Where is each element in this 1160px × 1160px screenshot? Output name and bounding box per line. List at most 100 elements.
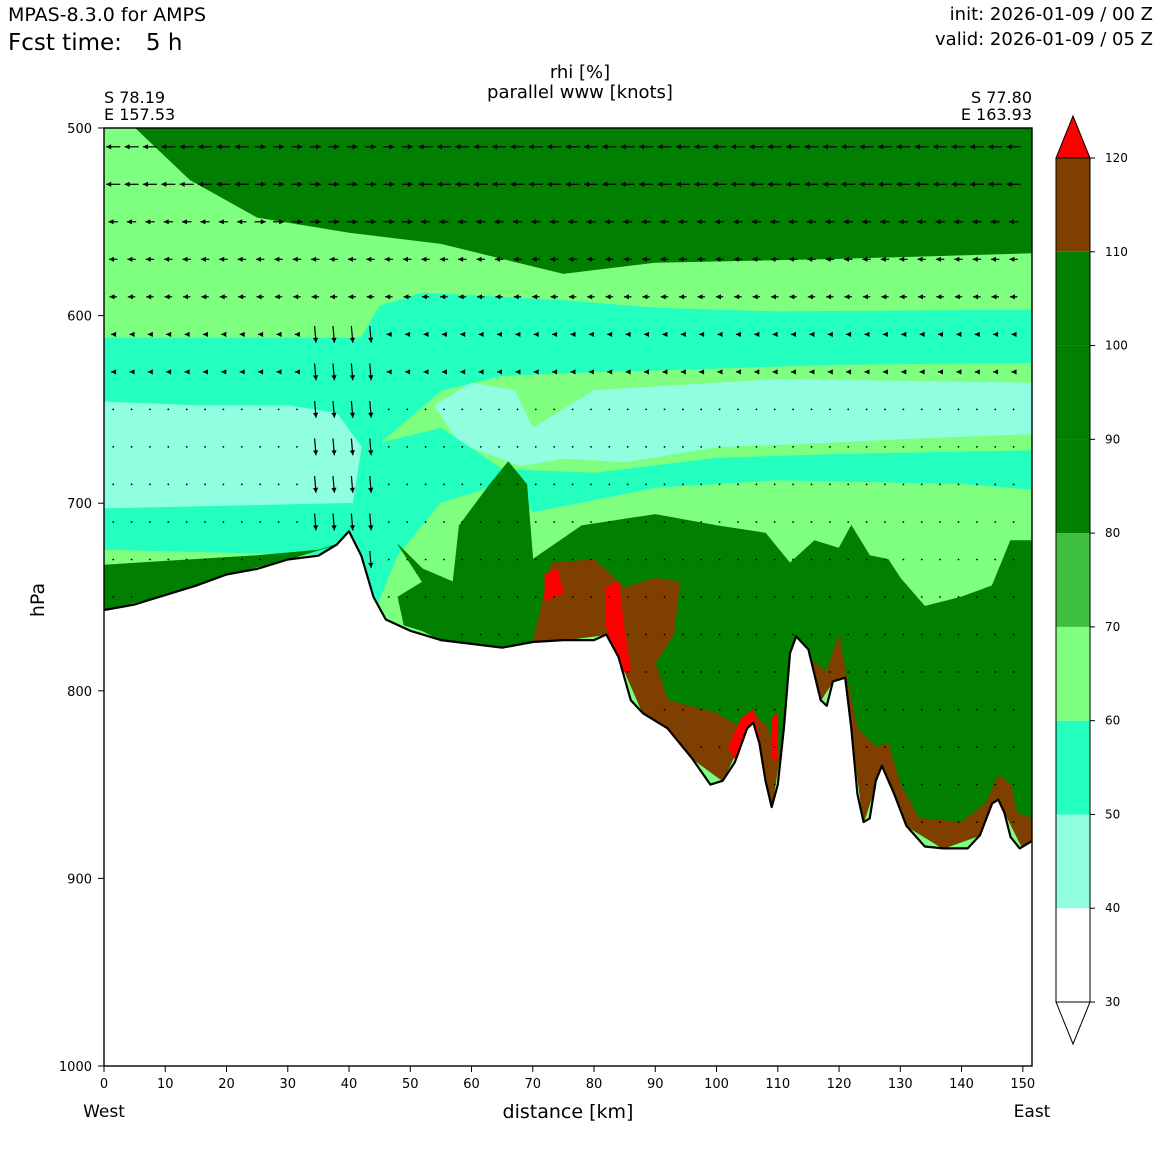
wind-arrow: [862, 294, 871, 300]
wind-arrow: [418, 181, 433, 187]
wind-arrow: [607, 331, 613, 337]
wind-arrow: [309, 181, 321, 187]
wind-arrow: [919, 331, 925, 337]
wind-arrow: [682, 708, 684, 711]
wind-arrow: [534, 558, 537, 561]
colorbar-band: [1056, 533, 1090, 627]
wind-arrow: [219, 294, 228, 300]
wind-arrow: [492, 181, 507, 187]
wind-arrow: [234, 144, 249, 150]
wind-arrow: [498, 521, 500, 523]
wind-arrow: [533, 369, 539, 375]
wind-arrow: [313, 513, 319, 531]
wind-arrow: [203, 369, 208, 375]
wind-arrow: [479, 446, 482, 448]
wind-arrow: [829, 671, 831, 673]
wind-arrow: [222, 408, 225, 411]
wind-arrow: [276, 331, 282, 337]
wind-arrow: [149, 521, 151, 523]
wind-arrow: [534, 408, 537, 411]
wind-arrow: [920, 483, 923, 486]
wind-arrow: [277, 446, 280, 448]
wind-arrow: [1012, 408, 1015, 411]
wind-arrow: [626, 446, 629, 448]
wind-arrow: [663, 558, 666, 561]
wind-arrow: [498, 558, 500, 561]
x-tick-label: 20: [218, 1077, 235, 1092]
wind-arrow: [167, 446, 170, 448]
wind-arrow: [112, 558, 115, 561]
wind-arrow: [443, 521, 445, 523]
wind-arrow: [773, 746, 776, 748]
wind-arrow: [387, 483, 390, 486]
wind-arrow: [920, 596, 923, 598]
wind-arrow: [865, 521, 868, 523]
wind-arrow: [859, 144, 874, 150]
wind-arrow: [792, 558, 794, 561]
wind-arrow: [550, 256, 559, 262]
wind-arrow: [443, 596, 445, 598]
wind-arrow: [130, 483, 133, 486]
wind-arrow: [198, 144, 213, 150]
wind-arrow: [712, 181, 727, 187]
wind-arrow: [498, 446, 500, 448]
wind-arrow: [827, 369, 833, 375]
wind-arrow: [918, 294, 926, 300]
east-latitude: S 77.80: [970, 88, 1032, 107]
terrain-line: [104, 530, 1032, 850]
wind-arrow: [957, 821, 960, 823]
wind-arrow: [386, 331, 392, 337]
wind-arrow: [533, 331, 539, 337]
wind-arrow: [130, 596, 133, 598]
wind-arrow: [697, 294, 705, 300]
wind-arrow: [277, 408, 280, 411]
wind-arrow: [700, 446, 703, 448]
wind-arrow: [112, 596, 115, 598]
wind-arrow: [700, 671, 703, 673]
wind-arrow: [513, 294, 522, 300]
wind-arrow: [147, 369, 153, 375]
wind-arrow: [792, 633, 794, 636]
wind-arrow: [571, 521, 574, 523]
wind-arrow: [441, 369, 447, 375]
colorbar-frame: [1055, 157, 1091, 1003]
wind-arrow: [222, 483, 225, 486]
wind-arrow: [164, 256, 173, 262]
wind-arrow: [920, 671, 923, 673]
wind-arrow: [682, 446, 684, 448]
wind-arrow: [461, 446, 464, 448]
x-tick-label: 30: [279, 1077, 296, 1092]
wind-arrow: [111, 369, 117, 375]
rhi-region: [605, 581, 632, 673]
wind-arrow: [108, 219, 118, 225]
wind-arrow: [145, 256, 155, 262]
wind-arrow: [349, 475, 355, 493]
y-tick-label: 1000: [59, 1060, 92, 1075]
wind-arrow: [951, 181, 966, 187]
wind-arrow: [1011, 331, 1017, 337]
wind-arrow: [421, 256, 430, 262]
wind-arrow: [512, 219, 523, 225]
wind-arrow: [880, 256, 890, 262]
wind-arrow: [219, 256, 228, 262]
wind-arrow: [204, 408, 207, 411]
wind-arrow: [731, 144, 745, 150]
wind-arrow: [626, 408, 629, 411]
wind-arrow: [571, 483, 574, 486]
wind-arrow: [273, 219, 285, 225]
wind-arrow: [443, 483, 445, 486]
wind-arrow: [366, 256, 375, 262]
below-ground-area: [104, 531, 1032, 1066]
wind-arrow: [149, 408, 151, 411]
wind-arrow: [847, 671, 850, 673]
wind-arrow: [479, 521, 482, 523]
wind-arrow: [663, 483, 666, 486]
wind-arrow: [387, 596, 390, 598]
wind-arrow: [204, 521, 207, 523]
colorbar-tick-label: 70: [1105, 620, 1120, 634]
wind-arrow: [804, 144, 819, 150]
wind-arrow: [882, 331, 888, 337]
wind-arrow: [460, 331, 466, 337]
wind-arrow: [993, 331, 999, 337]
